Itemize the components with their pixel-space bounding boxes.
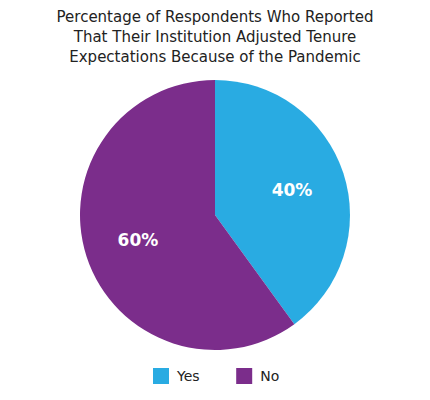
data-labels: 40% 60%	[118, 180, 313, 250]
legend-entry: No	[260, 368, 279, 384]
data-label: 40%	[272, 180, 313, 200]
chart-container: Percentage of Respondents Who ReportedTh…	[0, 0, 430, 400]
slice	[80, 80, 294, 350]
data-label: 60%	[118, 230, 159, 250]
slices	[80, 80, 350, 350]
title: Percentage of Respondents Who ReportedTh…	[57, 8, 374, 66]
legend-swatch	[236, 368, 252, 384]
legend-entry: Yes	[176, 368, 200, 384]
legend: Yes No	[153, 368, 279, 384]
chart: Percentage of Respondents Who ReportedTh…	[0, 0, 430, 400]
legend-swatch	[153, 368, 169, 384]
